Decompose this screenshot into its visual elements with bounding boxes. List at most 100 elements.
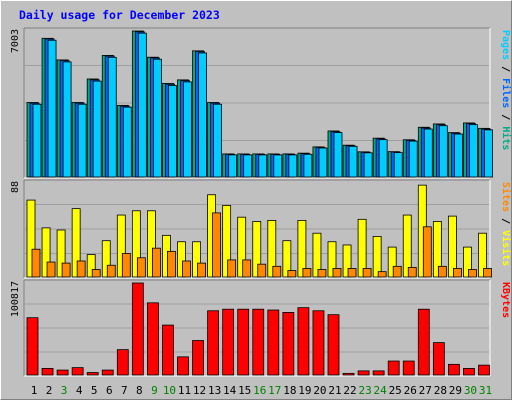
bar-sites (452, 268, 462, 278)
x-tick-label: 22 (343, 384, 356, 397)
bar-visits (146, 210, 156, 278)
bar-sites (167, 250, 176, 278)
bar-pages (92, 80, 102, 178)
bar-pages (438, 125, 448, 178)
bar-kbytes (297, 307, 310, 376)
bar-sites (31, 248, 41, 278)
bar-kbytes (237, 308, 250, 376)
bar-pages (47, 39, 57, 178)
bar-pages (484, 129, 493, 178)
x-tick-label: 5 (91, 384, 98, 397)
bar-sites (377, 271, 387, 278)
bar-sites (136, 257, 146, 278)
bar-visits (447, 215, 457, 278)
bar-sites (422, 226, 432, 278)
legend-entry: Sites (500, 182, 512, 212)
bar-sites (61, 262, 71, 278)
bar-sites (392, 265, 402, 278)
x-tick-label: 15 (238, 384, 251, 397)
x-tick-label: 31 (479, 384, 492, 397)
bar-pages (288, 154, 298, 178)
legend-entry: Pages (500, 30, 511, 60)
x-tick-label: 13 (208, 384, 221, 397)
bar-sites (347, 268, 357, 278)
chart-title: Daily usage for December 2023 (19, 8, 220, 22)
x-tick-label: 29 (449, 384, 462, 397)
x-tick-label: 25 (389, 384, 402, 397)
bar-visits (432, 221, 442, 278)
bar-kbytes (357, 370, 370, 376)
bar-pages (198, 52, 207, 178)
bar-visits (237, 216, 247, 278)
bar-kbytes (327, 314, 340, 376)
bar-visits (26, 199, 36, 278)
bar-visits (402, 214, 412, 278)
x-tick-label: 19 (298, 384, 311, 397)
bar-sites (91, 269, 101, 278)
bar-kbytes (131, 282, 144, 376)
bar-kbytes (101, 369, 114, 376)
bar-kbytes (252, 308, 265, 376)
y-max-label: 100817 (10, 281, 21, 317)
bar-sites (227, 259, 237, 278)
bar-sites (212, 212, 222, 278)
bar-pages (77, 103, 87, 178)
x-tick-label: 9 (151, 384, 158, 397)
bar-kbytes (86, 372, 99, 376)
bar-sites (257, 263, 267, 278)
bar-pages (318, 147, 328, 178)
x-tick-label: 23 (358, 384, 371, 397)
x-tick-label: 30 (464, 384, 477, 397)
bar-sites (182, 260, 191, 278)
bar-kbytes (146, 302, 159, 376)
x-tick-label: 18 (283, 384, 296, 397)
legend-text: Sites / Visits (500, 182, 512, 266)
bar-visits (177, 241, 186, 278)
bar-kbytes (463, 368, 475, 376)
bar-visits (192, 241, 201, 278)
legend-entry: / (500, 60, 511, 78)
bar-sites (437, 265, 447, 278)
bar-kbytes (116, 349, 129, 376)
x-tick-label: 3 (61, 384, 68, 397)
bar-pages (378, 139, 388, 178)
bar-sites (317, 269, 327, 278)
bar-kbytes (372, 370, 385, 376)
bar-sites (106, 264, 116, 278)
x-tick-label: 14 (223, 384, 237, 397)
bar-visits (342, 244, 352, 278)
bar-kbytes (387, 360, 400, 376)
x-tick-label: 1 (31, 384, 38, 397)
bar-kbytes (447, 363, 460, 376)
bar-pages (393, 152, 403, 178)
legend-entry: Files (500, 78, 512, 108)
bar-visits (222, 205, 232, 278)
bar-visits (252, 221, 262, 278)
legend-text: KBytes (500, 282, 511, 318)
x-tick-label: 21 (328, 384, 341, 397)
bar-kbytes (41, 368, 54, 376)
bar-pages (333, 132, 343, 178)
x-tick-label: 2 (46, 384, 53, 397)
bar-sites (302, 268, 312, 278)
bar-kbytes (267, 309, 280, 376)
bar-sites (242, 259, 252, 278)
legend-text: Pages / Files / Hits (500, 30, 512, 150)
bar-kbytes (312, 310, 325, 376)
bar-pages (62, 61, 72, 178)
bar-pages (453, 133, 463, 178)
bar-pages (348, 145, 358, 178)
bar-sites (272, 265, 282, 278)
bar-kbytes (417, 308, 430, 376)
x-tick-label: 6 (106, 384, 113, 397)
bar-visits (267, 219, 277, 278)
bar-visits (56, 229, 66, 278)
x-tick-label: 27 (419, 384, 432, 397)
bar-sites (151, 247, 161, 278)
bar-sites (362, 268, 372, 278)
bar-kbytes (71, 367, 84, 376)
x-tick-label: 16 (253, 384, 266, 397)
bar-visits (71, 208, 81, 278)
bar-visits (327, 241, 337, 278)
